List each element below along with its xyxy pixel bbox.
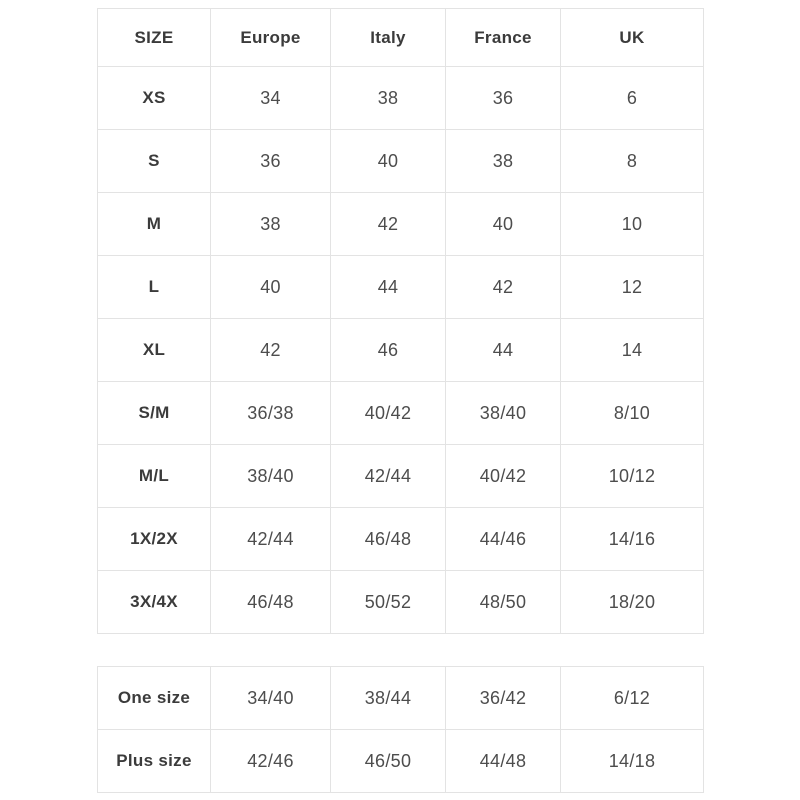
table-cell: 44/48 bbox=[445, 729, 561, 793]
table-row-l: L 40 44 42 12 bbox=[97, 255, 704, 319]
table-cell: 14 bbox=[560, 318, 704, 382]
table-cell: 14/16 bbox=[560, 507, 704, 571]
table-row-xs: XS 34 38 36 6 bbox=[97, 66, 704, 130]
column-header-uk: UK bbox=[560, 8, 704, 67]
table-cell: 40/42 bbox=[330, 381, 446, 445]
table-cell: 10 bbox=[560, 192, 704, 256]
row-label: M/L bbox=[97, 444, 211, 508]
table-row-m: M 38 42 40 10 bbox=[97, 192, 704, 256]
row-label: 3X/4X bbox=[97, 570, 211, 634]
table-cell: 40 bbox=[330, 129, 446, 193]
table-cell: 12 bbox=[560, 255, 704, 319]
table-cell: 8/10 bbox=[560, 381, 704, 445]
table-row-s-m: S/M 36/38 40/42 38/40 8/10 bbox=[97, 381, 704, 445]
table-cell: 44 bbox=[330, 255, 446, 319]
table-cell: 38 bbox=[210, 192, 331, 256]
table-cell: 36 bbox=[210, 129, 331, 193]
table-cell: 34/40 bbox=[210, 666, 331, 730]
special-sizes-table: One size 34/40 38/44 36/42 6/12 Plus siz… bbox=[97, 666, 704, 793]
table-cell: 38/40 bbox=[210, 444, 331, 508]
table-row-one-size: One size 34/40 38/44 36/42 6/12 bbox=[97, 666, 704, 730]
size-table-header: SIZE Europe Italy France UK bbox=[97, 8, 704, 67]
table-cell: 38/44 bbox=[330, 666, 446, 730]
table-cell: 42 bbox=[330, 192, 446, 256]
table-cell: 44 bbox=[445, 318, 561, 382]
table-cell: 36/42 bbox=[445, 666, 561, 730]
table-cell: 38 bbox=[445, 129, 561, 193]
table-cell: 38/40 bbox=[445, 381, 561, 445]
size-conversion-table: SIZE Europe Italy France UK XS 34 38 36 … bbox=[97, 8, 704, 634]
column-header-italy: Italy bbox=[330, 8, 446, 67]
table-row-s: S 36 40 38 8 bbox=[97, 129, 704, 193]
row-label: One size bbox=[97, 666, 211, 730]
table-cell: 48/50 bbox=[445, 570, 561, 634]
table-row-plus-size: Plus size 42/46 46/50 44/48 14/18 bbox=[97, 729, 704, 793]
row-label: 1X/2X bbox=[97, 507, 211, 571]
row-label: XS bbox=[97, 66, 211, 130]
table-cell: 50/52 bbox=[330, 570, 446, 634]
table-cell: 36 bbox=[445, 66, 561, 130]
table-cell: 18/20 bbox=[560, 570, 704, 634]
table-cell: 42 bbox=[210, 318, 331, 382]
row-label: XL bbox=[97, 318, 211, 382]
special-sizes-table-container: One size 34/40 38/44 36/42 6/12 Plus siz… bbox=[97, 666, 704, 793]
table-row-xl: XL 42 46 44 14 bbox=[97, 318, 704, 382]
table-cell: 14/18 bbox=[560, 729, 704, 793]
table-cell: 42/44 bbox=[210, 507, 331, 571]
table-cell: 46 bbox=[330, 318, 446, 382]
column-header-europe: Europe bbox=[210, 8, 331, 67]
row-label: L bbox=[97, 255, 211, 319]
size-table-body: XS 34 38 36 6 S 36 40 38 8 M 38 42 bbox=[97, 66, 704, 634]
table-cell: 42/46 bbox=[210, 729, 331, 793]
table-cell: 46/50 bbox=[330, 729, 446, 793]
special-sizes-table-body: One size 34/40 38/44 36/42 6/12 Plus siz… bbox=[97, 666, 704, 793]
table-row-3x-4x: 3X/4X 46/48 50/52 48/50 18/20 bbox=[97, 570, 704, 634]
table-cell: 6 bbox=[560, 66, 704, 130]
table-cell: 10/12 bbox=[560, 444, 704, 508]
header-row: SIZE Europe Italy France UK bbox=[97, 8, 704, 67]
table-cell: 44/46 bbox=[445, 507, 561, 571]
table-cell: 8 bbox=[560, 129, 704, 193]
row-label: M bbox=[97, 192, 211, 256]
table-cell: 6/12 bbox=[560, 666, 704, 730]
size-conversion-table-container: SIZE Europe Italy France UK XS 34 38 36 … bbox=[97, 8, 704, 634]
row-label: Plus size bbox=[97, 729, 211, 793]
table-row-1x-2x: 1X/2X 42/44 46/48 44/46 14/16 bbox=[97, 507, 704, 571]
column-header-france: France bbox=[445, 8, 561, 67]
row-label: S bbox=[97, 129, 211, 193]
table-cell: 40 bbox=[445, 192, 561, 256]
table-cell: 40 bbox=[210, 255, 331, 319]
table-cell: 42/44 bbox=[330, 444, 446, 508]
table-cell: 38 bbox=[330, 66, 446, 130]
table-row-m-l: M/L 38/40 42/44 40/42 10/12 bbox=[97, 444, 704, 508]
table-cell: 36/38 bbox=[210, 381, 331, 445]
table-cell: 46/48 bbox=[330, 507, 446, 571]
column-header-size: SIZE bbox=[97, 8, 211, 67]
table-cell: 34 bbox=[210, 66, 331, 130]
table-cell: 46/48 bbox=[210, 570, 331, 634]
table-cell: 40/42 bbox=[445, 444, 561, 508]
row-label: S/M bbox=[97, 381, 211, 445]
table-cell: 42 bbox=[445, 255, 561, 319]
